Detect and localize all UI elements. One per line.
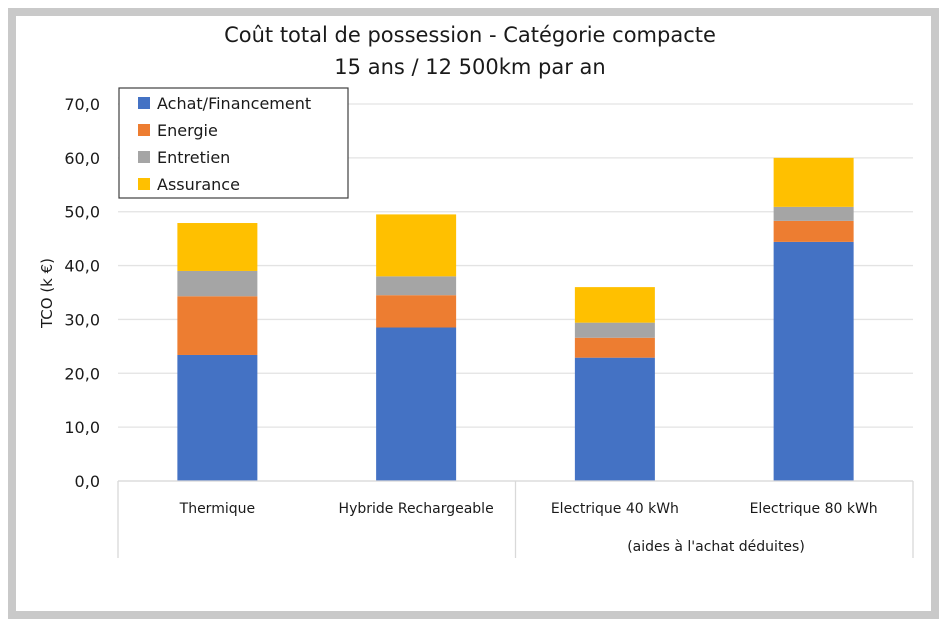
legend-box	[118, 87, 349, 199]
y-axis-label: TCO (k €)	[38, 258, 56, 329]
legend-swatch	[138, 178, 150, 190]
y-tick-label: 10,0	[64, 418, 100, 437]
y-tick-label: 50,0	[64, 203, 100, 222]
y-tick-label: 40,0	[64, 257, 100, 276]
bar-segment-entretien	[574, 322, 655, 338]
y-tick-label: 0,0	[75, 472, 100, 491]
y-tick-label: 30,0	[64, 310, 100, 329]
category-group-label: (aides à l'achat déduites)	[627, 539, 805, 555]
legend-swatch	[138, 124, 150, 136]
bar-segment-energie	[177, 296, 258, 355]
bar-segment-energie	[773, 220, 854, 242]
bar-segment-achat-financement	[574, 357, 655, 481]
x-tick-label: Thermique	[179, 501, 255, 517]
bar-segment-achat-financement	[376, 327, 457, 481]
bar-segment-assurance	[773, 157, 854, 207]
y-tick-label: 60,0	[64, 149, 100, 168]
bar-segment-energie	[376, 295, 457, 328]
bar-segment-assurance	[376, 214, 457, 277]
legend-label: Entretien	[157, 148, 230, 167]
bar-segment-assurance	[177, 223, 258, 271]
legend-label: Energie	[157, 121, 218, 140]
y-tick-label: 70,0	[64, 95, 100, 114]
chart-subtitle: 15 ans / 12 500km par an	[334, 55, 605, 79]
y-tick-label: 20,0	[64, 364, 100, 383]
legend-label: Assurance	[157, 175, 240, 194]
bar-segment-entretien	[376, 276, 457, 296]
bar-segment-entretien	[773, 206, 854, 221]
bar-segment-energie	[574, 337, 655, 358]
x-tick-label: Electrique 80 kWh	[750, 501, 878, 517]
bar-segment-achat-financement	[773, 241, 854, 481]
bar-segment-entretien	[177, 270, 258, 297]
legend-swatch	[138, 151, 150, 163]
legend-label: Achat/Financement	[157, 94, 311, 113]
x-tick-label: Hybride Rechargeable	[339, 501, 494, 517]
legend-swatch	[138, 97, 150, 109]
bar-segment-assurance	[574, 287, 655, 323]
bar-segment-achat-financement	[177, 354, 258, 481]
chart-title: Coût total de possession - Catégorie com…	[224, 23, 716, 47]
x-tick-label: Electrique 40 kWh	[551, 501, 679, 517]
